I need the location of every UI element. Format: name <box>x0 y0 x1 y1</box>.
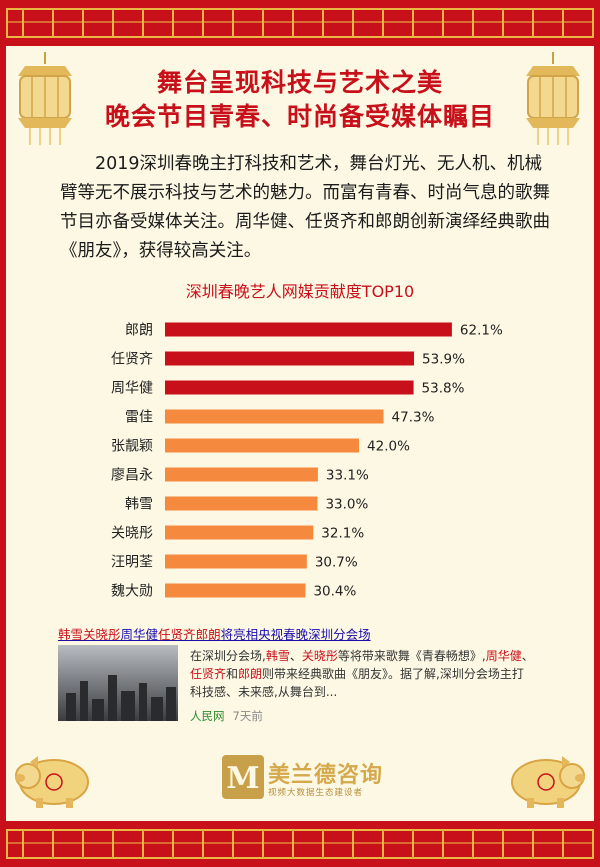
lantern-icon <box>526 52 580 145</box>
value-label: 53.8% <box>422 381 465 397</box>
news-headline-segment: 将亮相央视春晚深圳分会场 <box>220 627 371 642</box>
value-label: 53.9% <box>422 352 465 368</box>
bar <box>165 583 306 598</box>
value-label: 32.1% <box>321 526 364 542</box>
news-headline-segment: 任贤齐 <box>158 627 196 642</box>
brand-mark-icon: M <box>222 755 264 799</box>
value-label: 30.7% <box>315 555 358 571</box>
fret-pattern <box>6 8 594 38</box>
news-snippet-segment: 、 <box>289 649 302 663</box>
news-headline-link[interactable]: 韩雪关晓彤周华健任贤齐郎朗将亮相央视春晚深圳分会场 <box>58 624 538 643</box>
body-paragraph: 2019深圳春晚主打科技和艺术，舞台灯光、无人机、机械臂等无不展示科技与艺术的魅… <box>60 150 550 266</box>
news-snippet-segment: 关晓彤 <box>301 649 338 663</box>
right-border-strip <box>594 46 600 821</box>
body-text: 2019深圳春晚主打科技和艺术，舞台灯光、无人机、机械臂等无不展示科技与艺术的魅… <box>60 154 550 261</box>
news-snippet-segment: 郎朗 <box>238 667 263 681</box>
value-label: 30.4% <box>313 584 356 600</box>
news-meta: 人民网 7天前 <box>190 708 263 724</box>
value-label: 33.0% <box>325 497 368 513</box>
news-headline-segment: 周华健 <box>120 627 159 642</box>
bar <box>165 351 415 366</box>
category-label: 郎朗 <box>125 323 153 339</box>
bottom-border-band <box>0 821 600 867</box>
news-snippet-segment: 韩雪 <box>265 649 290 663</box>
category-label: 汪明荃 <box>111 554 153 571</box>
category-label: 周华健 <box>111 381 153 397</box>
value-label: 33.1% <box>326 468 369 484</box>
bar <box>165 438 360 453</box>
pig-icon <box>511 756 585 808</box>
value-label: 62.1% <box>460 323 503 339</box>
value-label: 47.3% <box>392 410 435 426</box>
news-time: 7天前 <box>232 709 263 723</box>
fret-pattern <box>6 829 594 859</box>
brand-name: 美兰德咨询 <box>268 763 384 788</box>
category-label: 韩雪 <box>125 497 153 513</box>
news-snippet: 在深圳分会场,韩雪、关晓彤等将带来歌舞《青春畅想》,周华健、任贤齐和郎朗则带来经… <box>190 647 535 701</box>
bar-chart: 郎朗 62.1% 任贤齐 53.9% 周华健 53.8% 雷佳 47.3% 张靓颖 42.0% 廖昌… <box>111 322 503 600</box>
headline-line-2: 晚会节目青春、时尚备受媒体瞩目 <box>104 102 495 131</box>
news-headline-segment: 韩雪 <box>58 627 84 642</box>
news-snippet-segment: 任贤齐 <box>190 667 227 681</box>
category-label: 廖昌永 <box>111 467 153 484</box>
bar <box>165 554 307 569</box>
headline-line-1: 舞台呈现科技与艺术之美 <box>156 68 443 97</box>
pig-icon <box>15 756 89 808</box>
news-snippet-segment: 和 <box>226 667 239 681</box>
bar <box>165 409 384 424</box>
category-label: 任贤齐 <box>111 352 153 368</box>
news-snippet-segment: 、 <box>521 649 534 663</box>
news-source[interactable]: 人民网 <box>190 709 225 723</box>
category-label: 雷佳 <box>125 410 153 426</box>
news-thumbnail[interactable] <box>58 645 178 721</box>
bar <box>165 467 318 482</box>
lantern-icon <box>18 52 72 145</box>
news-headline-segment: 郎朗 <box>195 627 221 642</box>
category-label: 魏大勋 <box>111 584 153 600</box>
category-label: 张靓颖 <box>111 439 153 455</box>
bar <box>165 525 314 540</box>
news-headline-segment: 关晓彤 <box>83 627 121 642</box>
news-snippet-segment: 周华健 <box>485 649 522 663</box>
category-label: 关晓彤 <box>111 526 153 542</box>
brand-tagline: 视频大数据生态建设者 <box>268 788 364 798</box>
bar <box>165 322 452 337</box>
bar <box>165 380 414 395</box>
left-border-strip <box>0 46 6 821</box>
news-snippet-segment: 等将带来歌舞《青春畅想》, <box>337 649 486 663</box>
top-border-band <box>0 0 600 46</box>
bar <box>165 496 318 511</box>
news-snippet-segment: 在深圳分会场, <box>190 649 266 663</box>
chart-title: 深圳春晚艺人网媒贡献度TOP10 <box>185 282 415 301</box>
brand-logo: M 美兰德咨询 视频大数据生态建设者 <box>222 755 392 805</box>
news-snippet-segment: 则带来经典歌曲《朋友》。据了解,深圳分会场主打科技感、未来感,从舞台到... <box>190 667 524 699</box>
brand-mark-letter: M <box>226 761 259 796</box>
value-label: 42.0% <box>367 439 410 455</box>
